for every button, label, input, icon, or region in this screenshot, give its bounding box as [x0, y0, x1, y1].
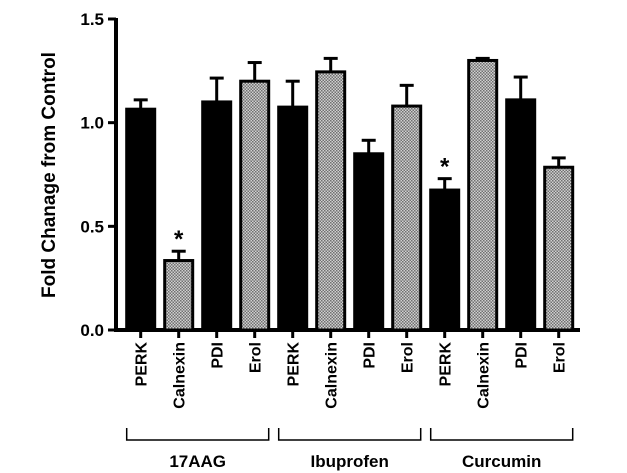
significance-marker: * — [440, 154, 450, 181]
bar-17aag-pdi — [201, 100, 233, 332]
group-label: Ibuprofen — [311, 452, 389, 471]
y-tick-label: 1.5 — [80, 10, 104, 29]
group-bracket — [125, 428, 270, 441]
x-tick-label: Erol — [248, 342, 265, 373]
bar-17aag-calnexin — [163, 259, 195, 332]
bar-curcumin-pdi — [505, 98, 537, 332]
group-bracket — [277, 428, 422, 441]
group-label: 17AAG — [169, 452, 226, 471]
bar-curcumin-perk — [429, 188, 461, 332]
x-tick-label: Calnexin — [476, 342, 493, 409]
bar-ibuprofen-perk — [277, 105, 309, 332]
bar-17aag-perk — [125, 107, 157, 332]
bar-curcumin-erol — [543, 165, 575, 332]
x-tick-label: PDI — [210, 342, 227, 369]
significance-marker: * — [174, 226, 184, 253]
x-tick-label: Erol — [400, 342, 417, 373]
y-axis-label: Fold Chanage from Control — [39, 52, 60, 298]
x-tick-label: PERK — [134, 342, 151, 387]
x-tick-label: PDI — [362, 342, 379, 369]
group-label: Curcumin — [462, 452, 541, 471]
group-bracket — [429, 428, 574, 441]
y-tick-label: 0.0 — [80, 321, 104, 340]
x-tick-label: PDI — [514, 342, 531, 369]
x-tick-label: Calnexin — [324, 342, 341, 409]
bar-17aag-erol — [239, 79, 271, 332]
bar-ibuprofen-pdi — [353, 152, 385, 332]
y-tick-label: 1.0 — [80, 114, 104, 133]
bar-ibuprofen-calnexin — [315, 70, 347, 332]
bar-ibuprofen-erol — [391, 104, 423, 332]
x-tick-label: PERK — [286, 342, 303, 387]
x-tick-label: Calnexin — [172, 342, 189, 409]
x-tick-label: Erol — [552, 342, 569, 373]
x-tick-label: PERK — [438, 342, 455, 387]
y-tick-label: 0.5 — [80, 217, 104, 236]
bar-curcumin-calnexin — [467, 58, 499, 332]
